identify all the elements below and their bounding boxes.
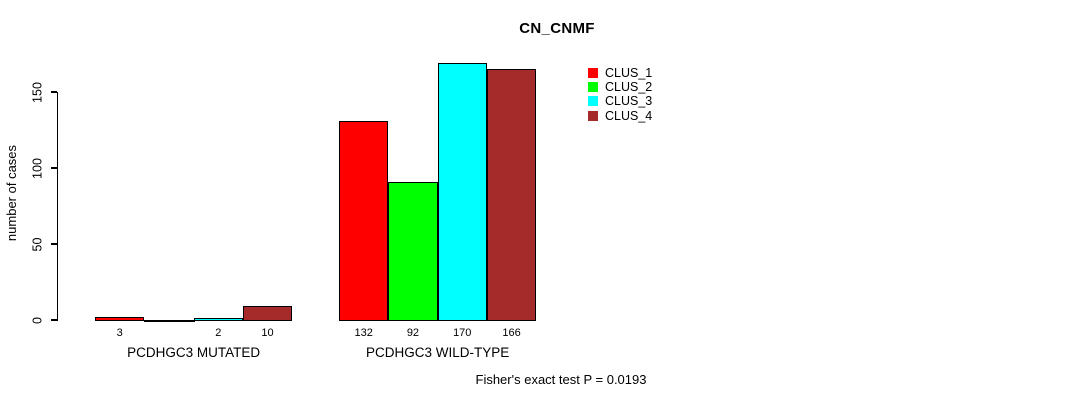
bar-clus-4-group0 bbox=[242, 306, 293, 322]
bar-clus-2-group0-zero bbox=[144, 319, 195, 322]
bar-clus-1-group1 bbox=[339, 120, 389, 322]
legend-item-clus-4: CLUS_4 bbox=[588, 108, 653, 123]
chart-title: CN_CNMF bbox=[519, 20, 595, 37]
y-axis-label: number of cases bbox=[4, 144, 19, 242]
legend-label: CLUS_1 bbox=[605, 66, 653, 80]
bar-clus-2-group1 bbox=[388, 181, 438, 322]
bar-value-label: 10 bbox=[261, 327, 274, 339]
legend-swatch-icon bbox=[588, 82, 598, 93]
y-tick-label: 50 bbox=[30, 237, 45, 251]
bar-value-label: 132 bbox=[354, 327, 373, 339]
legend-item-clus-2: CLUS_2 bbox=[588, 81, 652, 93]
y-tick-label: 150 bbox=[30, 81, 45, 103]
bar-value-label: 166 bbox=[502, 327, 521, 339]
legend-item-clus-1: CLUS_1 bbox=[588, 67, 652, 79]
bar-clus-4-group1 bbox=[486, 69, 537, 322]
bar-clus-3-group1 bbox=[437, 63, 487, 322]
legend-label: CLUS_4 bbox=[605, 108, 653, 123]
bar-value-label: 92 bbox=[406, 327, 420, 339]
y-tick-mark bbox=[50, 319, 57, 321]
legend-item-clus-3: CLUS_3 bbox=[588, 94, 653, 109]
bar-value-label: 170 bbox=[453, 327, 472, 339]
y-tick-mark bbox=[50, 91, 57, 93]
bar-value-label: 2 bbox=[215, 327, 222, 339]
legend-label: CLUS_2 bbox=[605, 80, 653, 95]
bar-clus-1-group0 bbox=[95, 316, 145, 322]
bar-value-label: 3 bbox=[116, 327, 123, 339]
y-tick-mark bbox=[50, 243, 57, 245]
legend-label: CLUS_3 bbox=[605, 94, 653, 109]
legend-swatch-icon bbox=[588, 96, 598, 107]
y-tick-label: 100 bbox=[30, 157, 45, 179]
bar-clus-3-group0 bbox=[193, 318, 243, 322]
category-label-group1: PCDHGC3 WILD-TYPE bbox=[365, 345, 510, 360]
y-tick-label: 0 bbox=[30, 316, 45, 324]
legend-swatch-icon bbox=[588, 110, 598, 121]
stat-annotation: Fisher's exact test P = 0.0193 bbox=[475, 372, 647, 387]
category-label-group0: PCDHGC3 MUTATED bbox=[127, 345, 261, 360]
y-tick-mark bbox=[50, 167, 57, 169]
legend-swatch-icon bbox=[588, 68, 598, 78]
y-axis-line bbox=[57, 92, 59, 321]
